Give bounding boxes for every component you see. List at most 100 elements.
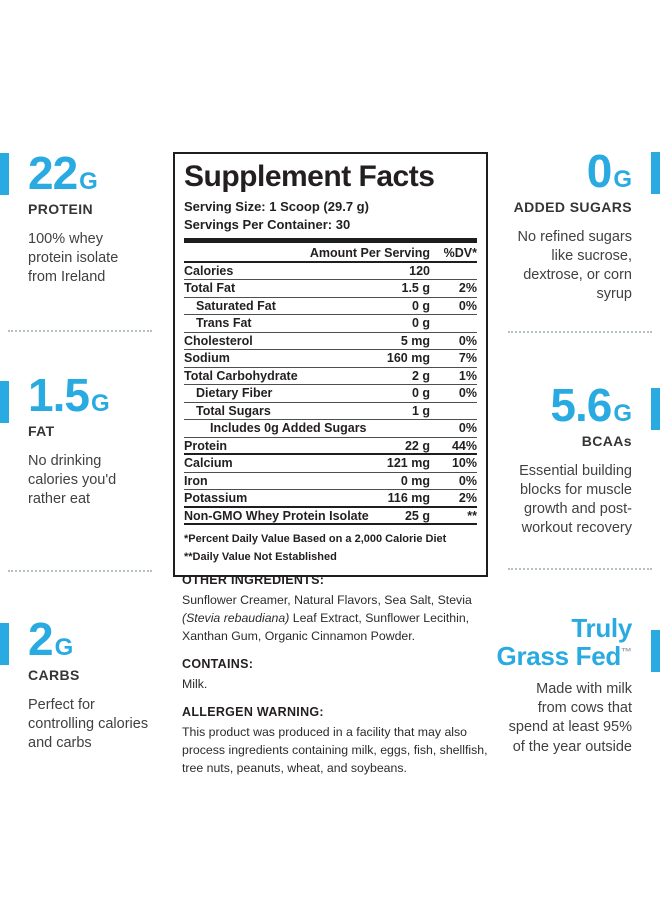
stat-number: 1.5 <box>28 369 90 421</box>
nutrient-dv: 7% <box>458 351 477 365</box>
callout-value: 5.6G <box>472 382 632 428</box>
nutrient-dv: 2% <box>458 281 477 295</box>
dv-header: %DV* <box>443 245 477 260</box>
nutrient-amount: 0 g <box>411 316 430 330</box>
dotted-divider <box>508 568 652 570</box>
fact-row-cholesterol: Cholesterol 5 mg 0% <box>184 333 477 350</box>
nutrient-dv: 0% <box>458 473 477 488</box>
nutrient-dv: 44% <box>451 438 477 453</box>
accent-bar <box>651 630 660 672</box>
nutrient-name: Iron <box>184 473 208 488</box>
accent-bar <box>651 388 660 430</box>
dotted-divider <box>8 330 152 332</box>
callout-bcaas: 5.6G BCAAs Essential building blocks for… <box>472 382 632 539</box>
stat-number: 2 <box>28 613 54 665</box>
callout-description: Perfect for controlling calories and car… <box>28 697 149 752</box>
allergen-section: ALLERGEN WARNING: This product was produ… <box>182 705 490 777</box>
callout-grass-fed: Truly Grass Fed™ Made with milk from cow… <box>472 614 633 757</box>
callout-value: 22G <box>28 150 178 196</box>
nutrient-amount: 116 mg <box>387 491 430 505</box>
nutrient-name: Calories <box>184 263 234 278</box>
nutrient-dv: 2% <box>458 491 477 505</box>
stat-unit: G <box>613 166 632 193</box>
other-ingredients-heading: OTHER INGREDIENTS: <box>182 573 325 587</box>
nutrient-name: Saturated Fat <box>196 298 276 313</box>
callout-value: 1.5G <box>28 372 178 418</box>
nutrient-dv: 1% <box>458 368 477 383</box>
accent-bar <box>0 381 9 423</box>
nutrient-amount: 0 g <box>411 298 430 313</box>
callout-description: 100% whey protein isolate from Ireland <box>28 231 119 286</box>
nutrient-amount: 2 g <box>411 368 430 383</box>
contains-text: Milk. <box>182 677 208 692</box>
callout-fat: 1.5G FAT No drinking calories you'd rath… <box>28 372 178 509</box>
stat-unit: G <box>79 168 98 195</box>
footnote-not-established: **Daily Value Not Established <box>184 551 337 564</box>
ingredients-latin-name: (Stevia rebaudiana) <box>182 611 290 626</box>
supplement-facts-panel: Supplement Facts Serving Size: 1 Scoop (… <box>173 152 488 578</box>
stat-unit: G <box>54 634 74 661</box>
nutrient-amount: 5 mg <box>400 333 430 348</box>
callout-protein: 22G PROTEIN 100% whey protein isolate fr… <box>28 150 178 287</box>
amount-per-serving-header: Amount Per Serving <box>309 245 430 260</box>
below-panel-text: OTHER INGREDIENTS: Sunflower Creamer, Na… <box>182 573 490 789</box>
ingredients-part: Sunflower Creamer, Natural Flavors, Sea … <box>182 593 472 607</box>
stat-number: 5.6 <box>550 379 612 431</box>
fact-row-calories: Calories 120 <box>184 263 477 280</box>
nutrient-dv: 0% <box>458 298 477 313</box>
callout-description: Essential building blocks for muscle gro… <box>519 463 632 537</box>
allergen-text: This product was produced in a facility … <box>182 725 488 776</box>
fact-row-protein: Protein 22 g 44% <box>184 438 477 455</box>
nutrient-amount: 0 mg <box>400 473 430 488</box>
table-header: Amount Per Serving %DV* <box>184 243 477 263</box>
contains-heading: CONTAINS: <box>182 657 254 672</box>
nutrient-name: Total Fat <box>184 281 236 295</box>
callout-value: 0G <box>472 148 632 194</box>
nutrient-dv: 10% <box>451 456 477 470</box>
callout-description: No drinking calories you'd rather eat <box>28 453 117 508</box>
nutrient-amount: 0 g <box>411 386 430 400</box>
callout-label: FAT <box>28 423 55 439</box>
fact-row-total-fat: Total Fat 1.5 g 2% <box>184 280 477 298</box>
nutrient-name: Dietary Fiber <box>196 386 273 400</box>
callout-carbs: 2G CARBS Perfect for controlling calorie… <box>28 616 178 753</box>
stat-number: 22 <box>28 147 78 199</box>
nutrient-name: Includes 0g Added Sugars <box>210 421 367 435</box>
serving-size: Serving Size: 1 Scoop (29.7 g) <box>184 198 369 214</box>
fact-row-added-sugars: Includes 0g Added Sugars 0% <box>184 420 477 438</box>
callout-label: CARBS <box>28 667 80 683</box>
nutrient-dv: 0% <box>458 386 477 400</box>
fact-row-calcium: Calcium 121 mg 10% <box>184 455 477 473</box>
contains-section: CONTAINS: Milk. <box>182 657 490 693</box>
callout-added-sugars: 0G ADDED SUGARS No refined sugars like s… <box>472 148 632 305</box>
fact-row-sodium: Sodium 160 mg 7% <box>184 350 477 368</box>
accent-bar <box>0 623 9 665</box>
nutrient-amount: 1 g <box>411 403 430 418</box>
callout-label: BCAAs <box>581 433 632 449</box>
nutrient-amount: 160 mg <box>386 351 430 365</box>
ingredients-part: Leaf Extract, Sunflower Lecithin, Xantha… <box>182 611 470 644</box>
fact-row-total-carbohydrate: Total Carbohydrate 2 g 1% <box>184 368 477 385</box>
callout-label: PROTEIN <box>28 201 94 217</box>
dotted-divider <box>508 331 652 333</box>
panel-title: Supplement Facts <box>184 160 435 193</box>
fact-row-iron: Iron 0 mg 0% <box>184 473 477 490</box>
nutrient-name: Calcium <box>184 456 233 470</box>
stat-unit: G <box>90 390 110 417</box>
nutrient-name: Potassium <box>184 491 248 505</box>
callout-label: ADDED SUGARS <box>513 199 632 215</box>
callout-value: 2G <box>28 616 178 662</box>
fact-row-trans-fat: Trans Fat 0 g <box>184 315 477 333</box>
trademark-symbol: ™ <box>621 646 632 659</box>
nutrient-name: Protein <box>184 438 228 453</box>
allergen-heading: ALLERGEN WARNING: <box>182 705 324 720</box>
nutrient-name: Cholesterol <box>184 333 253 348</box>
footnote-dv: *Percent Daily Value Based on a 2,000 Ca… <box>184 533 447 545</box>
nutrient-dv: 0% <box>458 421 477 435</box>
nutrient-amount: 25 g <box>404 508 430 523</box>
dotted-divider <box>8 570 152 572</box>
accent-bar <box>651 152 660 194</box>
grass-fed-heading: Truly Grass Fed™ <box>472 614 633 670</box>
fact-row-saturated-fat: Saturated Fat 0 g 0% <box>184 298 477 315</box>
